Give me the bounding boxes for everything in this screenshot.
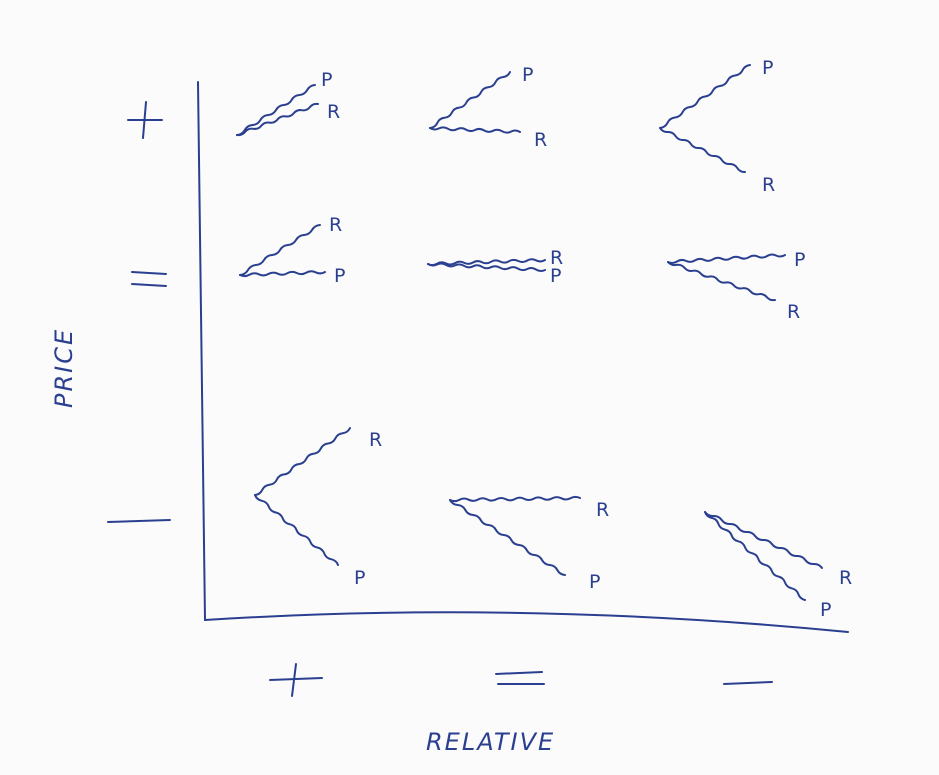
p-line-label: P bbox=[334, 265, 345, 287]
x-tick-minus bbox=[723, 681, 773, 685]
y-tick-equal bbox=[131, 271, 167, 287]
cell-price-minus-relative-minus: RP bbox=[704, 511, 852, 621]
p-line-label: P bbox=[820, 599, 831, 621]
r-line-down bbox=[704, 511, 823, 569]
cell-price-equal-relative-plus: RP bbox=[239, 214, 345, 287]
p-line-label: P bbox=[589, 571, 600, 593]
r-line-label: R bbox=[550, 247, 563, 269]
r-line-down bbox=[667, 261, 776, 302]
p-line-down bbox=[704, 511, 806, 601]
r-line-flat bbox=[427, 258, 546, 267]
p-line-up bbox=[236, 84, 316, 136]
cell-price-equal-relative-minus: PR bbox=[667, 249, 805, 323]
p-line-up bbox=[429, 71, 511, 129]
cell-price-minus-relative-equal: RP bbox=[449, 495, 609, 593]
x-tick-equal bbox=[495, 671, 545, 685]
cell-price-plus-relative-equal: PR bbox=[429, 64, 547, 151]
r-line-up bbox=[254, 427, 351, 496]
p-line-down bbox=[449, 499, 566, 576]
r-line-flat bbox=[429, 126, 521, 134]
r-line-label: R bbox=[762, 174, 775, 196]
cell-price-equal-relative-equal: RP bbox=[427, 247, 563, 287]
r-line-label: R bbox=[534, 129, 547, 151]
y-tick-minus bbox=[107, 519, 171, 523]
r-line-label: R bbox=[787, 301, 800, 323]
p-line-label: P bbox=[794, 249, 805, 271]
p-line-label: P bbox=[762, 57, 773, 79]
x-axis-label: RELATIVE bbox=[426, 728, 555, 756]
cell-price-plus-relative-plus: PR bbox=[236, 69, 340, 137]
y-axis-label: PRICE bbox=[50, 328, 78, 408]
p-line-label: P bbox=[321, 69, 332, 91]
r-line-label: R bbox=[329, 214, 342, 236]
y-axis-line bbox=[197, 81, 206, 621]
p-line-flat bbox=[667, 253, 786, 264]
r-line-up bbox=[236, 102, 319, 137]
r-line-label: R bbox=[839, 567, 852, 589]
y-tick-plus bbox=[127, 101, 163, 139]
x-axis-line bbox=[204, 611, 849, 633]
cell-price-minus-relative-plus: RP bbox=[254, 427, 382, 589]
p-line-label: P bbox=[550, 265, 561, 287]
p-line-down bbox=[254, 494, 339, 566]
p-line-flat bbox=[427, 262, 546, 273]
r-line-label: R bbox=[327, 101, 340, 123]
r-line-down bbox=[659, 127, 746, 174]
r-line-label: R bbox=[596, 499, 609, 521]
r-line-up bbox=[239, 224, 321, 276]
x-tick-plus bbox=[269, 663, 323, 697]
p-line-up bbox=[659, 64, 751, 129]
r-line-label: R bbox=[369, 429, 382, 451]
cell-price-plus-relative-minus: PR bbox=[659, 57, 775, 196]
p-line-flat bbox=[239, 270, 326, 278]
r-line-flat bbox=[449, 495, 581, 503]
p-line-label: P bbox=[522, 64, 533, 86]
p-line-label: P bbox=[354, 567, 365, 589]
